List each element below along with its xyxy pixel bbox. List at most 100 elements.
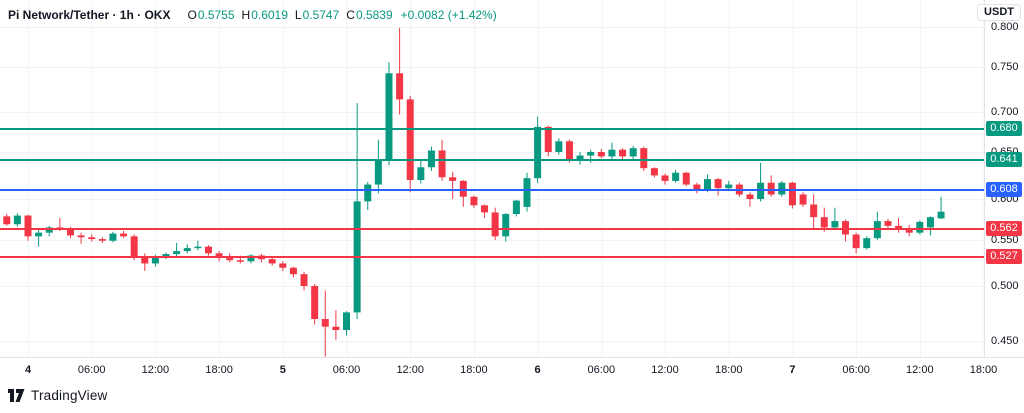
candle xyxy=(321,290,329,357)
price-axis-label: 0.800 xyxy=(991,21,1019,33)
candle xyxy=(279,261,287,271)
candle xyxy=(863,236,871,250)
candle xyxy=(778,180,786,197)
time-axis-day-label: 4 xyxy=(24,364,32,376)
candle xyxy=(714,178,722,196)
price-change: +0.0082 (+1.42%) xyxy=(400,8,497,22)
candle xyxy=(576,152,584,165)
price-level-badge: 0.562 xyxy=(986,221,1022,236)
candle xyxy=(884,218,892,229)
time-axis-label: 06:00 xyxy=(587,364,616,376)
ohlc-value: 0.5747 xyxy=(302,8,340,22)
time-axis-label: 18:00 xyxy=(714,364,743,376)
time-axis-label: 12:00 xyxy=(651,364,679,376)
candle xyxy=(788,181,796,209)
time-axis-label: 06:00 xyxy=(77,364,106,376)
price-axis-label: 0.550 xyxy=(991,234,1019,246)
candle xyxy=(491,207,499,240)
candle xyxy=(109,231,117,243)
candle xyxy=(905,225,913,237)
candle xyxy=(13,213,21,227)
ohlc-value: 0.5839 xyxy=(355,8,393,22)
candle xyxy=(799,192,807,207)
candle xyxy=(916,220,924,235)
candle xyxy=(565,139,573,163)
candle xyxy=(88,234,96,242)
candle xyxy=(311,283,319,325)
candle xyxy=(629,145,637,160)
candle xyxy=(873,211,881,240)
time-axis-day-label: 5 xyxy=(279,364,286,376)
candle xyxy=(417,160,425,184)
tradingview-logo-text: TradingView xyxy=(31,388,108,403)
candle xyxy=(353,103,361,319)
candle xyxy=(640,146,648,171)
candle xyxy=(608,142,616,160)
candle xyxy=(523,172,531,212)
candle xyxy=(534,116,542,184)
time-axis-label: 12:00 xyxy=(141,364,170,376)
candle xyxy=(544,125,552,157)
candle xyxy=(204,245,212,256)
price-axis-label: 0.750 xyxy=(991,61,1019,73)
candle xyxy=(385,62,393,166)
candle xyxy=(842,219,850,242)
time-axis-label: 18:00 xyxy=(205,364,233,376)
time-axis-label: 18:00 xyxy=(969,364,998,376)
candle xyxy=(173,242,181,257)
candle xyxy=(852,232,860,254)
currency-button[interactable]: USDT xyxy=(977,4,1021,21)
candle xyxy=(141,253,149,271)
candle xyxy=(820,207,828,232)
tradingview-logo-icon xyxy=(8,388,25,402)
candle xyxy=(810,194,818,229)
candle xyxy=(555,138,563,155)
price-level-badge: 0.527 xyxy=(986,249,1022,264)
symbol-legend: Pi Network/Tether · 1h · OKX O0.5755 H0.60… xyxy=(8,7,497,23)
candle xyxy=(481,204,489,218)
time-axis-day-label: 6 xyxy=(534,364,541,376)
candle xyxy=(661,173,669,185)
price-axis[interactable]: 0.8000.7500.7000.6500.6000.5500.5000.450… xyxy=(985,0,1024,358)
time-axis-label: 12:00 xyxy=(396,364,424,376)
candle xyxy=(512,199,520,217)
candle xyxy=(258,254,266,263)
candle xyxy=(364,181,372,211)
candle xyxy=(449,171,457,199)
ohlc-letter: H xyxy=(241,8,251,22)
candle xyxy=(24,214,32,241)
price-level-badge: 0.680 xyxy=(986,121,1022,136)
candle xyxy=(162,252,170,260)
candle xyxy=(35,229,43,247)
time-axis-label: 06:00 xyxy=(842,364,870,376)
candle xyxy=(3,214,11,226)
symbol-title[interactable]: Pi Network/Tether · 1h · OKX xyxy=(8,8,171,22)
candle xyxy=(130,234,138,261)
price-axis-label: 0.450 xyxy=(991,335,1019,347)
candle xyxy=(767,175,775,197)
price-level-badge: 0.641 xyxy=(986,152,1022,167)
candle xyxy=(332,310,340,340)
candle xyxy=(247,254,255,264)
ohlc-value: 0.5755 xyxy=(197,8,235,22)
candle xyxy=(597,148,605,159)
candle xyxy=(746,192,754,207)
candle xyxy=(672,170,680,183)
candle xyxy=(926,216,934,236)
candle xyxy=(459,180,467,207)
candle xyxy=(427,146,435,171)
candle xyxy=(77,232,85,244)
candle xyxy=(183,244,191,254)
price-axis-label: 0.700 xyxy=(991,106,1019,118)
candle xyxy=(343,311,351,336)
time-axis-day-label: 7 xyxy=(789,364,796,376)
candle xyxy=(98,237,106,243)
ohlc-letter: L xyxy=(294,8,302,22)
candle xyxy=(619,148,627,160)
candle xyxy=(45,225,53,237)
candle xyxy=(650,167,658,178)
tradingview-logo[interactable]: TradingView xyxy=(8,388,108,403)
time-axis[interactable]: 4 06:00 12:00 18:00 5 06:00 12:00 18:00 6 06:00 12… xyxy=(0,358,1024,386)
ohlc-value: 0.6019 xyxy=(251,8,288,22)
